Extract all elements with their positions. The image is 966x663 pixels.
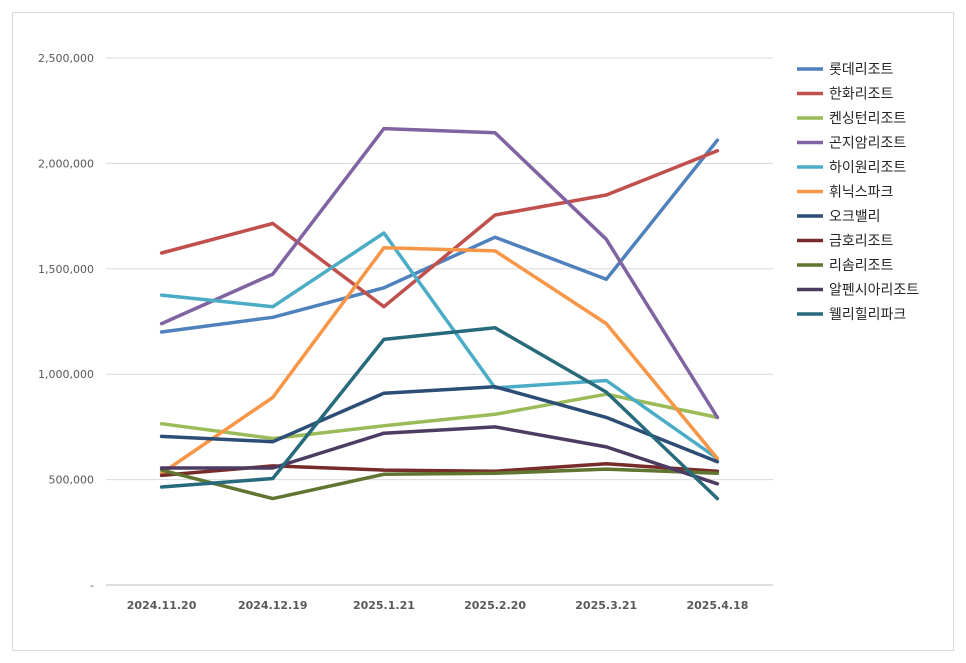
y-tick-label: 1,000,000 [38,368,94,381]
legend-label: 휘닉스파크 [829,185,894,201]
legend-label: 웰리힐리파크 [829,307,906,323]
legend-label: 켄싱턴리조트 [829,111,906,127]
x-tick-label: 2024.11.20 [127,599,197,612]
x-tick-label: 2025.4.18 [686,599,748,612]
x-axis: 2024.11.20 2024.12.19 2025.1.21 2025.2.20 20… [127,599,749,612]
line-chart: - 500,000 1,000,000 1,500,000 2,000,000 2,500… [38,52,919,612]
legend-label: 리솜리조트 [829,258,894,274]
series-line [159,425,720,486]
series-line [159,245,720,476]
legend-label: 하이원리조트 [829,160,906,176]
legend-label: 곤지암리조트 [829,136,906,152]
chart-frame: - 500,000 1,000,000 1,500,000 2,000,000 2,500… [12,12,954,651]
series-layer [159,126,720,501]
x-tick-label: 2025.3.21 [575,599,637,612]
legend-label: 금호리조트 [829,234,894,250]
series-line [159,392,720,441]
series-line [159,467,720,501]
y-tick-label: 1,500,000 [38,263,94,276]
x-tick-label: 2025.2.20 [464,599,526,612]
legend-label: 롯데리조트 [829,62,894,78]
y-tick-label: - [90,579,94,592]
legend-label: 오크밸리 [829,209,881,225]
y-tick-label: 500,000 [49,474,95,487]
legend-label: 한화리조트 [829,87,894,103]
x-tick-label: 2025.1.21 [353,599,415,612]
legend-label: 알펜시아리조트 [829,283,919,299]
series-line [159,385,720,464]
x-tick-label: 2024.12.19 [238,599,308,612]
y-tick-label: 2,000,000 [38,157,94,170]
series-line [159,326,720,501]
grid-layer [106,57,773,586]
y-tick-label: 2,500,000 [38,52,94,65]
series-line [159,149,720,309]
legend: 롯데리조트한화리조트켄싱턴리조트곤지암리조트하이원리조트휘닉스파크오크밸리금호리… [797,62,919,323]
series-line [159,126,720,420]
series-line [159,231,720,461]
y-axis: - 500,000 1,000,000 1,500,000 2,000,000 2,500… [38,52,94,592]
